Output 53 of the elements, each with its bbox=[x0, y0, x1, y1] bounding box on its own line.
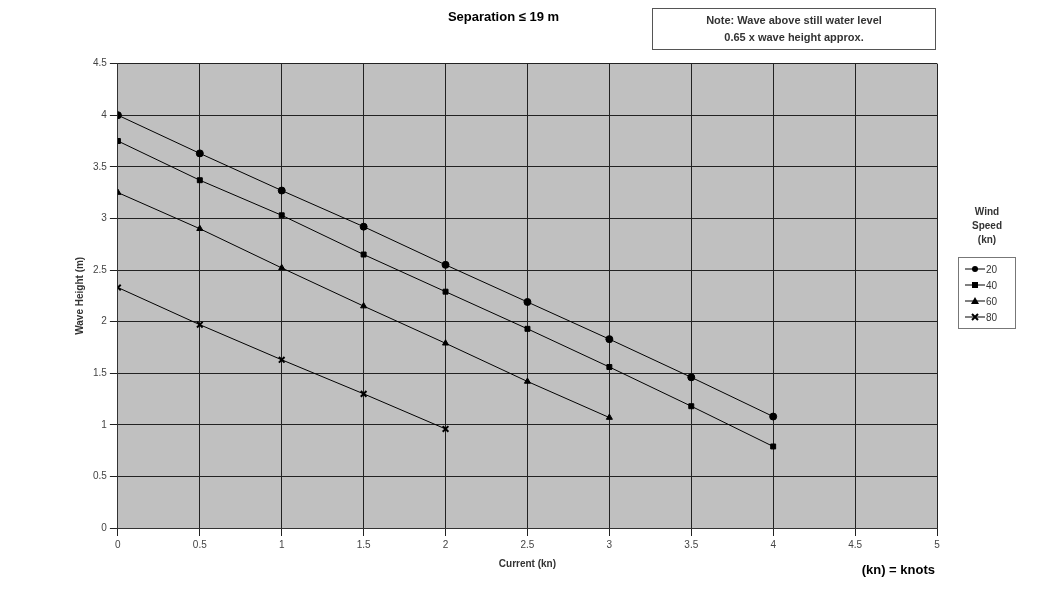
point bbox=[687, 373, 696, 382]
y-tick-label: 4.5 bbox=[93, 57, 108, 69]
point bbox=[606, 364, 613, 370]
point bbox=[278, 212, 285, 219]
y-tick-label: 3 bbox=[101, 212, 108, 224]
x-tick-label: 3.5 bbox=[684, 538, 699, 550]
point bbox=[277, 186, 286, 195]
point bbox=[605, 413, 613, 420]
point bbox=[196, 224, 204, 231]
text: (kn) = knots bbox=[860, 562, 935, 577]
y-tick-label: 0.5 bbox=[93, 470, 108, 482]
x-tick-label: 0.5 bbox=[192, 538, 208, 550]
x-tick-label: 4 bbox=[770, 538, 777, 550]
point bbox=[360, 302, 368, 309]
legend-label: 80 bbox=[986, 311, 998, 323]
x-tick-label: 4.5 bbox=[848, 538, 863, 550]
x-tick-label: 2 bbox=[442, 538, 449, 550]
legend-label: 60 bbox=[986, 295, 998, 307]
point bbox=[523, 377, 531, 384]
x-axis-title: Current (kn) bbox=[498, 557, 557, 569]
y-tick-label: 1.5 bbox=[93, 366, 108, 378]
legend-title: Wind Speed (kn) bbox=[971, 205, 1003, 247]
x-tick-label: 1.5 bbox=[356, 538, 372, 550]
x-tick-label: 2.5 bbox=[520, 538, 535, 550]
point bbox=[360, 251, 367, 258]
point bbox=[769, 412, 778, 421]
y-tick-label: 2.5 bbox=[93, 263, 108, 275]
point bbox=[770, 443, 777, 450]
text: Note: Wave above still water level 0.65 x wave height approx. bbox=[652, 8, 936, 50]
point bbox=[442, 288, 449, 295]
y-tick-label: 1 bbox=[101, 418, 108, 430]
y-tick-label: 0 bbox=[101, 521, 108, 533]
x-tick-label: 0 bbox=[115, 538, 122, 550]
chart-title: Separation ≤ 19 m bbox=[447, 9, 560, 25]
legend-label: 40 bbox=[986, 279, 998, 291]
point bbox=[359, 222, 368, 231]
y-tick-label: 4 bbox=[101, 108, 108, 120]
y-axis-title: Wave Height (m) bbox=[73, 256, 85, 335]
point bbox=[195, 149, 204, 158]
point bbox=[688, 403, 695, 410]
y-tick-label: 3.5 bbox=[93, 160, 108, 172]
point bbox=[278, 263, 286, 271]
x-tick-label: 3 bbox=[606, 538, 613, 550]
point bbox=[523, 297, 532, 306]
y-tick-label: 2 bbox=[101, 315, 108, 327]
point bbox=[605, 335, 614, 344]
point bbox=[196, 177, 203, 184]
legend-label: 20 bbox=[986, 263, 998, 275]
point bbox=[442, 339, 450, 346]
x-tick-label: 5 bbox=[934, 538, 941, 550]
point bbox=[441, 260, 450, 269]
point bbox=[524, 325, 531, 332]
x-tick-label: 1 bbox=[278, 538, 285, 550]
